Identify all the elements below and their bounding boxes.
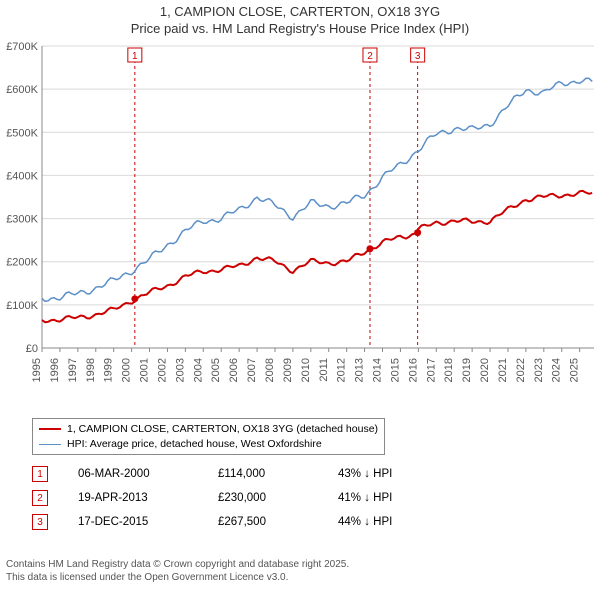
svg-text:£700K: £700K xyxy=(6,41,38,53)
svg-text:2015: 2015 xyxy=(389,358,401,382)
svg-text:2021: 2021 xyxy=(497,358,509,382)
legend: 1, CAMPION CLOSE, CARTERTON, OX18 3YG (d… xyxy=(32,418,385,455)
svg-text:£200K: £200K xyxy=(6,257,38,269)
svg-text:£600K: £600K xyxy=(6,84,38,96)
legend-swatch xyxy=(39,428,61,430)
svg-text:2013: 2013 xyxy=(354,358,366,382)
svg-text:2003: 2003 xyxy=(174,358,186,382)
txn-badge: 2 xyxy=(32,490,48,506)
txn-date: 06-MAR-2000 xyxy=(78,468,188,480)
txn-date: 19-APR-2013 xyxy=(78,492,188,504)
svg-text:2019: 2019 xyxy=(461,358,473,382)
svg-text:£400K: £400K xyxy=(6,170,38,182)
txn-diff: 41% ↓ HPI xyxy=(338,492,428,504)
svg-text:2: 2 xyxy=(367,51,373,62)
svg-text:2008: 2008 xyxy=(264,358,276,382)
footer-line1: Contains HM Land Registry data © Crown c… xyxy=(6,558,349,571)
txn-diff: 43% ↓ HPI xyxy=(338,468,428,480)
chart-area: £0 £100K £200K £300K £400K £500K £600K £700K 199… xyxy=(0,40,600,410)
legend-label: HPI: Average price, detached house, West… xyxy=(67,437,322,452)
footer-attribution: Contains HM Land Registry data © Crown c… xyxy=(6,558,349,584)
svg-text:1997: 1997 xyxy=(67,358,79,382)
chart-titles: 1, CAMPION CLOSE, CARTERTON, OX18 3YG Pr… xyxy=(0,0,600,36)
svg-text:1995: 1995 xyxy=(31,358,43,382)
txn-price: £230,000 xyxy=(218,492,308,504)
svg-text:2007: 2007 xyxy=(246,358,258,382)
svg-text:2010: 2010 xyxy=(300,358,312,382)
legend-row: HPI: Average price, detached house, West… xyxy=(39,437,378,452)
svg-text:2001: 2001 xyxy=(139,358,151,382)
svg-text:1998: 1998 xyxy=(85,358,97,382)
svg-text:2018: 2018 xyxy=(443,358,455,382)
svg-text:2006: 2006 xyxy=(228,358,240,382)
chart-svg: £0 £100K £200K £300K £400K £500K £600K £700K 199… xyxy=(0,40,600,410)
title-address: 1, CAMPION CLOSE, CARTERTON, OX18 3YG xyxy=(0,4,600,19)
table-row: 3 17-DEC-2015 £267,500 44% ↓ HPI xyxy=(32,510,428,534)
svg-text:2020: 2020 xyxy=(479,358,491,382)
legend-label: 1, CAMPION CLOSE, CARTERTON, OX18 3YG (d… xyxy=(67,422,378,437)
table-row: 2 19-APR-2013 £230,000 41% ↓ HPI xyxy=(32,486,428,510)
svg-text:2024: 2024 xyxy=(551,358,563,382)
txn-badge: 3 xyxy=(32,514,48,530)
footer-line2: This data is licensed under the Open Gov… xyxy=(6,571,349,584)
txn-badge: 1 xyxy=(32,466,48,482)
svg-text:1999: 1999 xyxy=(103,358,115,382)
svg-text:2017: 2017 xyxy=(425,358,437,382)
svg-text:2011: 2011 xyxy=(318,358,330,382)
txn-diff: 44% ↓ HPI xyxy=(338,516,428,528)
svg-text:2014: 2014 xyxy=(372,358,384,382)
svg-text:2016: 2016 xyxy=(407,358,419,382)
svg-text:£300K: £300K xyxy=(6,214,38,226)
transactions-table: 1 06-MAR-2000 £114,000 43% ↓ HPI 2 19-APR-201… xyxy=(32,462,428,534)
txn-price: £267,500 xyxy=(218,516,308,528)
txn-price: £114,000 xyxy=(218,468,308,480)
svg-text:2002: 2002 xyxy=(156,358,168,382)
svg-text:1996: 1996 xyxy=(49,358,61,382)
svg-text:£100K: £100K xyxy=(6,300,38,312)
svg-text:£500K: £500K xyxy=(6,127,38,139)
svg-text:2004: 2004 xyxy=(192,358,204,382)
svg-text:1: 1 xyxy=(132,51,138,62)
legend-row: 1, CAMPION CLOSE, CARTERTON, OX18 3YG (d… xyxy=(39,422,378,437)
svg-text:2025: 2025 xyxy=(569,358,581,382)
txn-date: 17-DEC-2015 xyxy=(78,516,188,528)
svg-text:2012: 2012 xyxy=(336,358,348,382)
legend-swatch xyxy=(39,444,61,445)
svg-text:2005: 2005 xyxy=(210,358,222,382)
svg-text:2022: 2022 xyxy=(515,358,527,382)
svg-text:2009: 2009 xyxy=(282,358,294,382)
svg-text:3: 3 xyxy=(415,51,421,62)
table-row: 1 06-MAR-2000 £114,000 43% ↓ HPI xyxy=(32,462,428,486)
title-subtitle: Price paid vs. HM Land Registry's House … xyxy=(0,21,600,36)
svg-text:2000: 2000 xyxy=(121,358,133,382)
svg-text:2023: 2023 xyxy=(533,358,545,382)
svg-text:£0: £0 xyxy=(26,343,38,355)
